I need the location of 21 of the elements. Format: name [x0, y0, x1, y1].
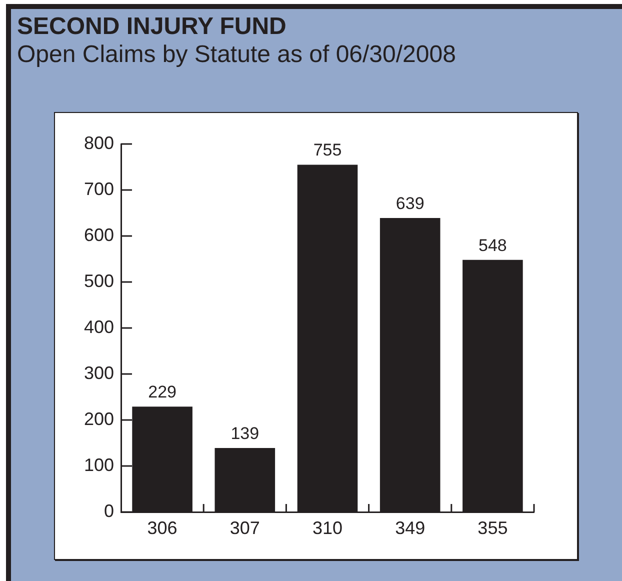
chart-subtitle: Open Claims by Statute as of 06/30/2008 — [17, 41, 456, 69]
data-label: 229 — [148, 382, 176, 402]
y-tick-label: 700 — [84, 178, 114, 199]
y-tick-label: 500 — [84, 270, 114, 291]
x-tick-label: 349 — [395, 518, 426, 538]
y-tick-label: 400 — [84, 316, 114, 337]
x-tick-label: 355 — [478, 518, 508, 538]
y-tick-label: 200 — [84, 408, 114, 429]
chart-title: SECOND INJURY FUND — [17, 13, 286, 41]
y-tick-label: 100 — [84, 454, 114, 475]
x-tick-label: 310 — [312, 518, 343, 538]
data-label: 139 — [230, 424, 260, 444]
x-tick-label: 306 — [147, 518, 178, 538]
y-tick-label: 300 — [84, 362, 114, 383]
data-label: 548 — [478, 236, 507, 255]
data-label: 639 — [396, 194, 424, 214]
y-tick-label: 600 — [84, 224, 114, 245]
y-tick-label: 0 — [104, 500, 114, 521]
x-tick-label: 307 — [230, 518, 260, 538]
data-label: 755 — [313, 140, 342, 160]
y-tick-label: 800 — [84, 132, 114, 153]
